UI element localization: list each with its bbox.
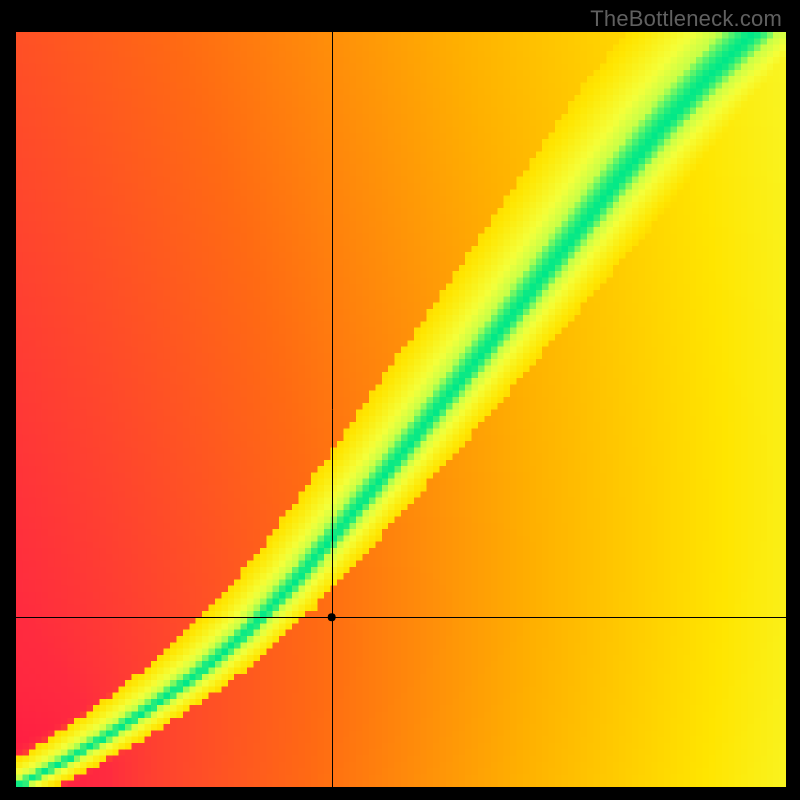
stage: TheBottleneck.com [0,0,800,800]
crosshair-overlay [16,32,786,787]
attribution-text: TheBottleneck.com [590,6,782,32]
